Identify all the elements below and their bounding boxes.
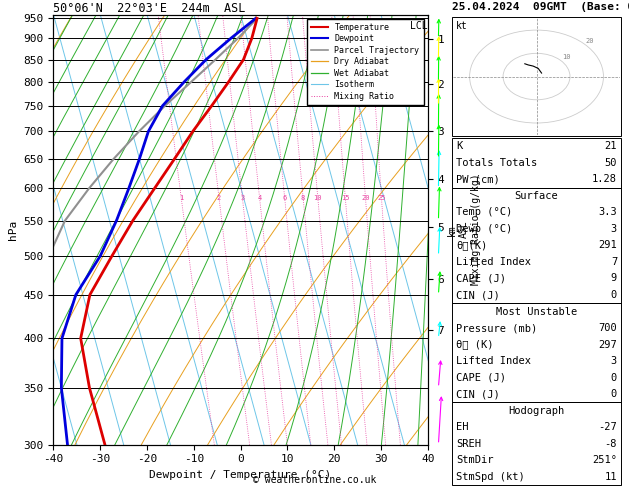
Text: 297: 297 xyxy=(598,340,617,349)
Text: θᴇ(K): θᴇ(K) xyxy=(456,241,487,250)
Text: 11: 11 xyxy=(604,472,617,482)
Y-axis label: km
ASL: km ASL xyxy=(447,221,469,239)
Text: 15: 15 xyxy=(341,195,350,201)
Text: 7: 7 xyxy=(611,257,617,267)
Text: Hodograph: Hodograph xyxy=(508,406,565,416)
Text: LCL: LCL xyxy=(410,21,428,31)
Text: 0: 0 xyxy=(611,389,617,399)
Y-axis label: hPa: hPa xyxy=(8,220,18,240)
Text: Temp (°C): Temp (°C) xyxy=(456,208,512,217)
Text: 20: 20 xyxy=(361,195,370,201)
Text: kt: kt xyxy=(456,21,468,31)
Text: 700: 700 xyxy=(598,323,617,333)
Text: CAPE (J): CAPE (J) xyxy=(456,373,506,382)
Text: CIN (J): CIN (J) xyxy=(456,290,500,300)
Text: CAPE (J): CAPE (J) xyxy=(456,274,506,283)
Text: 25.04.2024  09GMT  (Base: 06): 25.04.2024 09GMT (Base: 06) xyxy=(452,2,629,12)
Text: Lifted Index: Lifted Index xyxy=(456,257,531,267)
Text: 251°: 251° xyxy=(592,455,617,465)
Text: 10: 10 xyxy=(562,54,571,60)
Text: 3.3: 3.3 xyxy=(598,208,617,217)
Text: -27: -27 xyxy=(598,422,617,432)
Legend: Temperature, Dewpoint, Parcel Trajectory, Dry Adiabat, Wet Adiabat, Isotherm, Mi: Temperature, Dewpoint, Parcel Trajectory… xyxy=(307,19,423,105)
Text: 20: 20 xyxy=(586,37,594,44)
Text: Totals Totals: Totals Totals xyxy=(456,158,537,168)
Text: EH: EH xyxy=(456,422,469,432)
Text: 4: 4 xyxy=(257,195,262,201)
Text: 9: 9 xyxy=(611,274,617,283)
Text: 10: 10 xyxy=(313,195,322,201)
Text: 3: 3 xyxy=(611,356,617,366)
Text: Lifted Index: Lifted Index xyxy=(456,356,531,366)
Text: 291: 291 xyxy=(598,241,617,250)
Text: Mixing Ratio (g/kg): Mixing Ratio (g/kg) xyxy=(471,174,481,285)
Text: Dewp (°C): Dewp (°C) xyxy=(456,224,512,234)
Text: θᴇ (K): θᴇ (K) xyxy=(456,340,494,349)
Text: 50: 50 xyxy=(604,158,617,168)
Text: © weatheronline.co.uk: © weatheronline.co.uk xyxy=(253,475,376,485)
Text: 25: 25 xyxy=(377,195,386,201)
Text: -8: -8 xyxy=(604,439,617,449)
Text: 21: 21 xyxy=(604,141,617,151)
Text: 8: 8 xyxy=(301,195,305,201)
Text: StmDir: StmDir xyxy=(456,455,494,465)
X-axis label: Dewpoint / Temperature (°C): Dewpoint / Temperature (°C) xyxy=(150,470,331,480)
Text: 6: 6 xyxy=(282,195,287,201)
Text: 3: 3 xyxy=(611,224,617,234)
Text: K: K xyxy=(456,141,462,151)
Text: CIN (J): CIN (J) xyxy=(456,389,500,399)
Text: 2: 2 xyxy=(217,195,221,201)
Text: PW (cm): PW (cm) xyxy=(456,174,500,184)
Text: 0: 0 xyxy=(611,290,617,300)
Text: 1: 1 xyxy=(179,195,183,201)
Text: 50°06'N  22°03'E  244m  ASL: 50°06'N 22°03'E 244m ASL xyxy=(53,1,246,15)
Text: 3: 3 xyxy=(240,195,245,201)
Text: SREH: SREH xyxy=(456,439,481,449)
Text: Most Unstable: Most Unstable xyxy=(496,307,577,316)
Text: StmSpd (kt): StmSpd (kt) xyxy=(456,472,525,482)
Text: 1.28: 1.28 xyxy=(592,174,617,184)
Text: Pressure (mb): Pressure (mb) xyxy=(456,323,537,333)
Text: Surface: Surface xyxy=(515,191,559,201)
Text: 0: 0 xyxy=(611,373,617,382)
